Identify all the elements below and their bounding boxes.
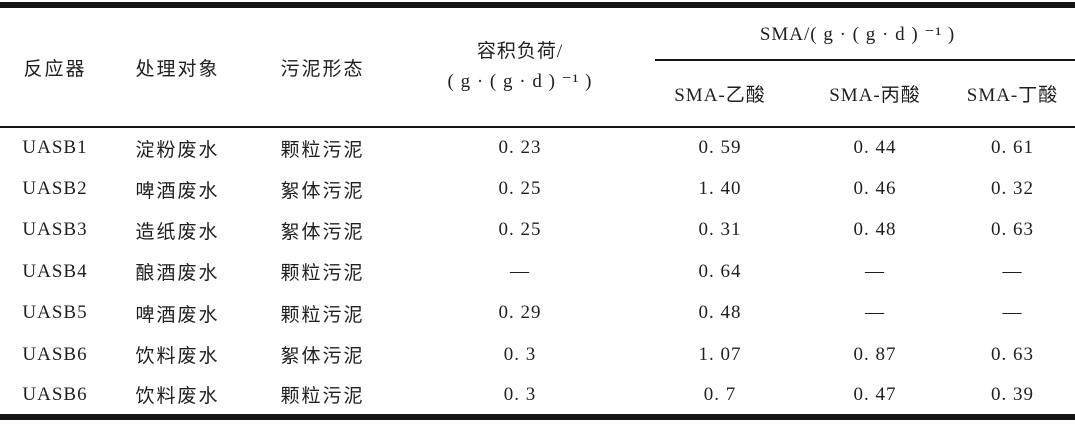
- table-row: UASB3 造纸废水 絮体污泥 0. 25 0. 31 0. 48 0. 63: [0, 210, 1075, 251]
- sma-propionate-cell: —: [865, 302, 885, 324]
- volumetric-load-cell: —: [510, 260, 530, 282]
- sludge-form-cell: 颗粒污泥: [280, 304, 365, 326]
- volumetric-load-cell: 0. 3: [503, 343, 537, 365]
- col-header-treatment-target: 处理对象: [135, 58, 220, 80]
- volumetric-load-cell: 0. 25: [498, 178, 542, 200]
- col-header-sma-group: SMA/( g · ( g · d ) ⁻¹ ): [640, 5, 1075, 61]
- sma-acetate-cell: 0. 59: [698, 137, 742, 159]
- sludge-form-cell: 颗粒污泥: [280, 139, 365, 161]
- reactor-cell: UASB5: [22, 302, 88, 324]
- reactor-cell: UASB1: [22, 137, 88, 159]
- sma-propionate-cell: 0. 46: [853, 178, 897, 200]
- sma-acetate-cell: 1. 07: [698, 343, 742, 365]
- col-header-reactor: 反应器: [23, 58, 87, 80]
- sma-acetate-cell: 0. 7: [703, 383, 737, 405]
- sma-butyrate-cell: 0. 61: [991, 137, 1035, 159]
- sma-acetate-cell: 0. 64: [698, 260, 742, 282]
- col-header-sma-butyrate: SMA-丁酸: [966, 85, 1059, 106]
- treatment-target-cell: 饮料废水: [135, 346, 220, 368]
- sludge-form-cell: 絮体污泥: [280, 221, 365, 243]
- col-header-sma-propionate: SMA-丙酸: [829, 85, 921, 106]
- sma-butyrate-cell: 0. 63: [991, 219, 1035, 241]
- sma-propionate-cell: 0. 87: [853, 343, 897, 365]
- volumetric-load-cell: 0. 23: [498, 137, 542, 159]
- reactor-cell: UASB2: [22, 178, 88, 200]
- sma-acetate-cell: 0. 48: [698, 302, 742, 324]
- table-row: UASB1 淀粉废水 颗粒污泥 0. 23 0. 59 0. 44 0. 61: [0, 127, 1075, 168]
- sma-propionate-cell: 0. 48: [853, 219, 897, 241]
- table-body: UASB1 淀粉废水 颗粒污泥 0. 23 0. 59 0. 44 0. 61 …: [0, 127, 1075, 417]
- table-row: UASB6 饮料废水 絮体污泥 0. 3 1. 07 0. 87 0. 63: [0, 334, 1075, 375]
- sma-group-divider: [655, 59, 1075, 61]
- treatment-target-cell: 淀粉废水: [135, 139, 220, 161]
- sma-propionate-cell: 0. 47: [853, 383, 897, 405]
- volumetric-load-cell: 0. 3: [503, 383, 537, 405]
- sma-group-label: SMA/( g · ( g · d ) ⁻¹ ): [759, 24, 956, 45]
- sma-butyrate-cell: —: [1002, 302, 1023, 324]
- uasb-sma-table: 反应器 处理对象 污泥形态 容积负荷/ ( g · ( g · d ) ⁻¹ )…: [0, 2, 1075, 420]
- volumetric-load-unit-line2: ( g · ( g · d ) ⁻¹ ): [447, 71, 593, 92]
- volumetric-load-cell: 0. 25: [498, 219, 542, 241]
- volumetric-load-label-line1: 容积负荷/: [476, 41, 564, 62]
- col-header-sma-acetate: SMA-乙酸: [674, 85, 766, 106]
- sludge-form-cell: 颗粒污泥: [280, 263, 365, 285]
- table-header: 反应器 处理对象 污泥形态 容积负荷/ ( g · ( g · d ) ⁻¹ )…: [0, 5, 1075, 127]
- col-header-sludge-form: 污泥形态: [280, 58, 365, 80]
- sludge-form-cell: 絮体污泥: [280, 346, 365, 368]
- treatment-target-cell: 酿酒废水: [135, 263, 220, 285]
- table-row: UASB4 酿酒废水 颗粒污泥 — 0. 64 — —: [0, 251, 1075, 292]
- sludge-form-cell: 絮体污泥: [280, 180, 365, 202]
- reactor-cell: UASB4: [22, 260, 88, 282]
- sma-propionate-cell: —: [865, 260, 885, 282]
- sma-butyrate-cell: —: [1002, 260, 1023, 282]
- treatment-target-cell: 啤酒废水: [135, 180, 220, 202]
- sma-propionate-cell: 0. 44: [853, 137, 897, 159]
- col-header-volumetric-load: 容积负荷/ ( g · ( g · d ) ⁻¹ ): [400, 5, 640, 127]
- treatment-target-cell: 啤酒废水: [135, 304, 220, 326]
- reactor-cell: UASB6: [22, 343, 88, 365]
- sma-acetate-cell: 0. 31: [698, 219, 742, 241]
- table-row: UASB2 啤酒废水 絮体污泥 0. 25 1. 40 0. 46 0. 32: [0, 168, 1075, 209]
- reactor-cell: UASB3: [22, 219, 88, 241]
- treatment-target-cell: 造纸废水: [135, 221, 220, 243]
- reactor-cell: UASB6: [22, 383, 88, 405]
- treatment-target-cell: 饮料废水: [135, 386, 220, 408]
- sma-butyrate-cell: 0. 32: [991, 178, 1035, 200]
- table-row: UASB5 啤酒废水 颗粒污泥 0. 29 0. 48 — —: [0, 293, 1075, 334]
- sma-butyrate-cell: 0. 39: [991, 383, 1035, 405]
- sma-acetate-cell: 1. 40: [698, 178, 742, 200]
- sludge-form-cell: 颗粒污泥: [280, 386, 365, 408]
- table-row: UASB6 饮料废水 颗粒污泥 0. 3 0. 7 0. 47 0. 39: [0, 375, 1075, 416]
- volumetric-load-cell: 0. 29: [498, 302, 542, 324]
- sma-butyrate-cell: 0. 63: [991, 343, 1035, 365]
